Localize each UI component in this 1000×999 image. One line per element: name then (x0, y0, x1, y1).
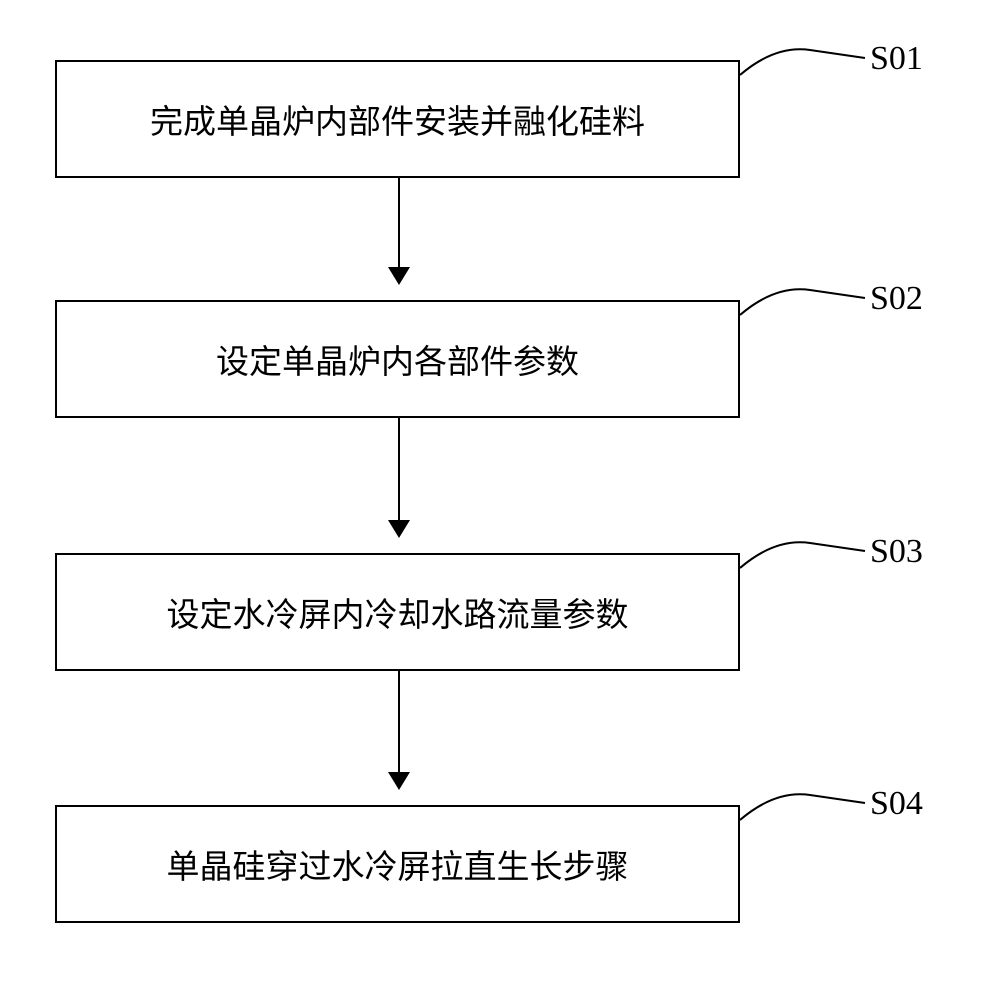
step-label-4: S04 (870, 785, 923, 823)
step-box-2: 设定单晶炉内各部件参数 (55, 300, 740, 418)
step-label-3: S03 (870, 533, 923, 571)
label-connector-4 (740, 785, 870, 835)
arrow-3 (398, 671, 400, 788)
step-label-1: S01 (870, 40, 923, 78)
step-text-4: 单晶硅穿过水冷屏拉直生长步骤 (167, 840, 629, 888)
step-box-4: 单晶硅穿过水冷屏拉直生长步骤 (55, 805, 740, 923)
step-box-1: 完成单晶炉内部件安装并融化硅料 (55, 60, 740, 178)
step-text-1: 完成单晶炉内部件安装并融化硅料 (150, 95, 645, 143)
label-connector-3 (740, 533, 870, 583)
arrow-1 (398, 178, 400, 283)
step-text-2: 设定单晶炉内各部件参数 (216, 335, 579, 383)
step-label-2: S02 (870, 280, 923, 318)
label-connector-2 (740, 280, 870, 330)
arrow-2 (398, 418, 400, 536)
step-text-3: 设定水冷屏内冷却水路流量参数 (167, 588, 629, 636)
label-connector-1 (740, 40, 870, 90)
step-box-3: 设定水冷屏内冷却水路流量参数 (55, 553, 740, 671)
